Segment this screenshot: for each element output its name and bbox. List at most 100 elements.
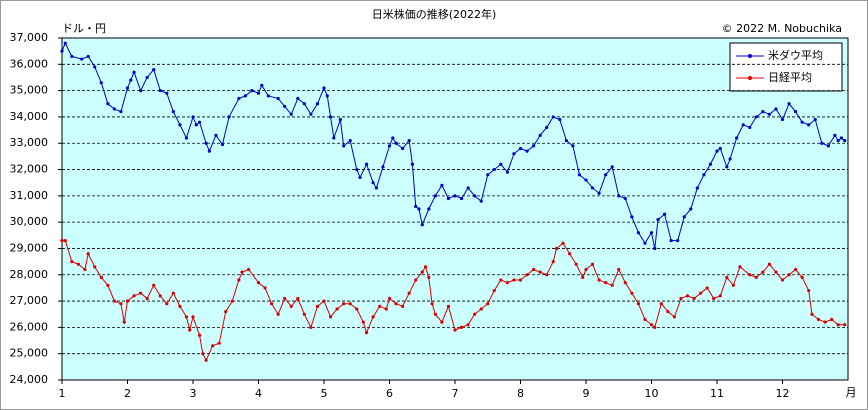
legend-marker [748, 54, 752, 58]
data-point [364, 162, 369, 166]
data-point [171, 110, 175, 114]
data-point [649, 231, 654, 235]
data-point [636, 231, 641, 235]
data-point [184, 315, 189, 319]
data-point [584, 267, 588, 272]
data-point [361, 320, 365, 324]
data-point [315, 304, 320, 308]
x-tick-label: 1 [59, 387, 66, 400]
data-point [401, 146, 405, 151]
data-point [659, 302, 663, 306]
data-point [466, 186, 470, 190]
data-point [240, 270, 244, 274]
data-point [525, 273, 529, 277]
data-point [551, 260, 555, 264]
data-point [836, 139, 840, 143]
data-point [597, 191, 601, 195]
data-point [270, 302, 274, 306]
data-point [420, 223, 424, 227]
x-tick-label: 9 [583, 387, 590, 400]
data-point [532, 144, 536, 148]
data-point [401, 304, 405, 308]
data-point [538, 133, 542, 137]
data-point [165, 91, 169, 95]
y-tick-label: 28,000 [10, 268, 49, 281]
y-tick-label: 35,000 [10, 84, 49, 97]
data-point [70, 260, 74, 264]
data-point [545, 125, 549, 130]
data-point [813, 117, 817, 122]
data-point [420, 270, 424, 274]
data-point [211, 344, 215, 348]
data-point [309, 325, 313, 329]
data-point [780, 117, 785, 122]
data-point [197, 120, 202, 124]
data-point [830, 317, 834, 322]
data-point [453, 194, 457, 198]
data-point [689, 207, 693, 211]
data-point [289, 112, 293, 116]
data-point [296, 96, 300, 101]
data-point [839, 136, 844, 140]
data-point [676, 238, 680, 243]
data-point [649, 323, 654, 327]
data-point [178, 123, 182, 127]
data-point [158, 89, 162, 93]
data-point [630, 215, 634, 219]
data-point [384, 307, 388, 311]
data-point [794, 110, 798, 114]
data-point [564, 139, 568, 143]
y-tick-label: 26,000 [10, 320, 49, 333]
data-point [653, 246, 657, 251]
data-point [787, 273, 791, 277]
data-point [132, 70, 136, 74]
data-point [296, 296, 300, 301]
data-point [486, 173, 490, 177]
data-point [617, 194, 621, 198]
annotation: © 2022 M. Nobuchika [722, 22, 842, 35]
data-point [735, 136, 739, 140]
data-point [381, 165, 385, 169]
data-point [60, 49, 64, 53]
data-point [237, 96, 241, 101]
data-point [99, 81, 103, 85]
data-point [794, 267, 798, 272]
data-point [810, 312, 814, 316]
data-point [440, 320, 444, 324]
data-point [227, 115, 231, 119]
data-point [145, 75, 149, 80]
data-point [335, 307, 339, 311]
data-point [250, 89, 254, 93]
data-point [800, 275, 804, 279]
data-point [679, 296, 683, 301]
data-point [597, 278, 601, 282]
data-point [761, 270, 765, 274]
data-point [512, 152, 516, 156]
data-point [256, 91, 261, 95]
data-point [112, 299, 116, 303]
data-point [551, 115, 555, 119]
data-point [663, 212, 667, 216]
data-point [574, 262, 578, 266]
data-point [754, 115, 758, 119]
data-point [695, 186, 699, 190]
legend-marker [748, 76, 752, 80]
data-point [220, 142, 225, 147]
data-point [355, 167, 359, 172]
data-point [93, 265, 97, 269]
data-point [692, 296, 696, 301]
data-point [705, 286, 709, 290]
data-point [774, 270, 778, 274]
data-point [243, 94, 247, 98]
data-point [656, 217, 660, 222]
data-point [328, 115, 333, 119]
data-point [342, 144, 346, 148]
data-point [237, 278, 241, 282]
data-point [748, 273, 752, 277]
data-point [194, 123, 198, 127]
data-point [718, 294, 722, 298]
data-point [145, 296, 149, 301]
data-point [568, 252, 572, 256]
data-point [371, 315, 375, 319]
data-point [630, 291, 634, 295]
